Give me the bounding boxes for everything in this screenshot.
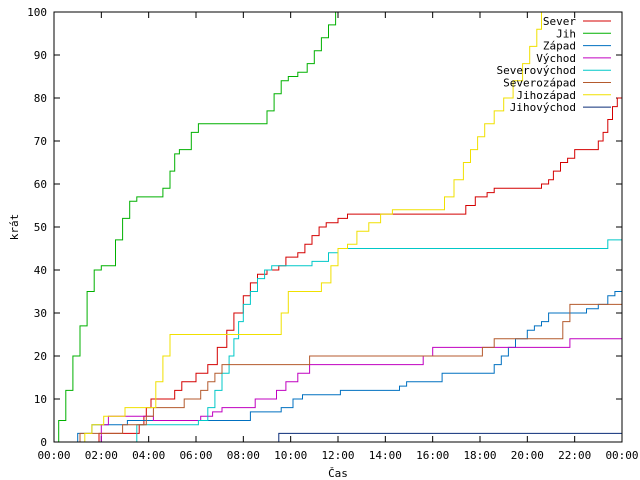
x-tick-label: 00:00 xyxy=(605,449,638,462)
x-tick-label: 12:00 xyxy=(321,449,354,462)
y-tick-label: 70 xyxy=(34,135,47,148)
x-tick-label: 00:00 xyxy=(37,449,70,462)
x-tick-label: 06:00 xyxy=(179,449,212,462)
series-line-2 xyxy=(75,291,622,443)
x-tick-label: 04:00 xyxy=(132,449,165,462)
y-tick-label: 90 xyxy=(34,49,47,62)
legend-label: Severovýchod xyxy=(497,64,576,77)
series-line-6 xyxy=(77,12,542,443)
legend: SeverJihZápadVýchodSeverovýchodSeverozáp… xyxy=(497,15,611,114)
legend-label: Jihozápad xyxy=(516,89,576,102)
y-tick-label: 80 xyxy=(34,92,47,105)
x-axis-title: Čas xyxy=(328,467,348,480)
plot-frame xyxy=(53,11,623,443)
y-tick-label: 10 xyxy=(34,393,47,406)
y-tick-label: 100 xyxy=(27,6,47,19)
x-tick-label: 20:00 xyxy=(511,449,544,462)
series-line-5 xyxy=(75,303,622,443)
x-tick-label: 08:00 xyxy=(227,449,260,462)
legend-label: Jihovýchod xyxy=(510,101,576,114)
tick-labels: 0 10 20 30 40 50 60 70 80 90 100 00:00 02:00 04:00 06:… xyxy=(27,6,638,462)
legend-label: Sever xyxy=(543,15,576,28)
legend-label: Východ xyxy=(536,52,576,65)
x-tick-label: 14:00 xyxy=(369,449,402,462)
series-line-0 xyxy=(94,97,622,443)
x-tick-label: 16:00 xyxy=(416,449,449,462)
x-tick-label: 18:00 xyxy=(463,449,496,462)
series-line-4 xyxy=(132,239,622,443)
x-tick-label: 10:00 xyxy=(274,449,307,462)
x-tick-label: 02:00 xyxy=(85,449,118,462)
series-lines xyxy=(54,12,622,443)
legend-label: Jih xyxy=(556,27,576,40)
y-tick-label: 60 xyxy=(34,178,47,191)
legend-label: Západ xyxy=(543,40,576,53)
y-axis-title: krát xyxy=(8,214,21,241)
y-tick-label: 50 xyxy=(34,221,47,234)
legend-label: Severozápad xyxy=(503,77,576,90)
series-line-1 xyxy=(54,12,337,443)
y-tick-label: 30 xyxy=(34,307,47,320)
y-tick-label: 20 xyxy=(34,350,47,363)
y-tick-label: 40 xyxy=(34,264,47,277)
x-tick-label: 22:00 xyxy=(558,449,591,462)
y-tick-label: 0 xyxy=(40,436,47,449)
